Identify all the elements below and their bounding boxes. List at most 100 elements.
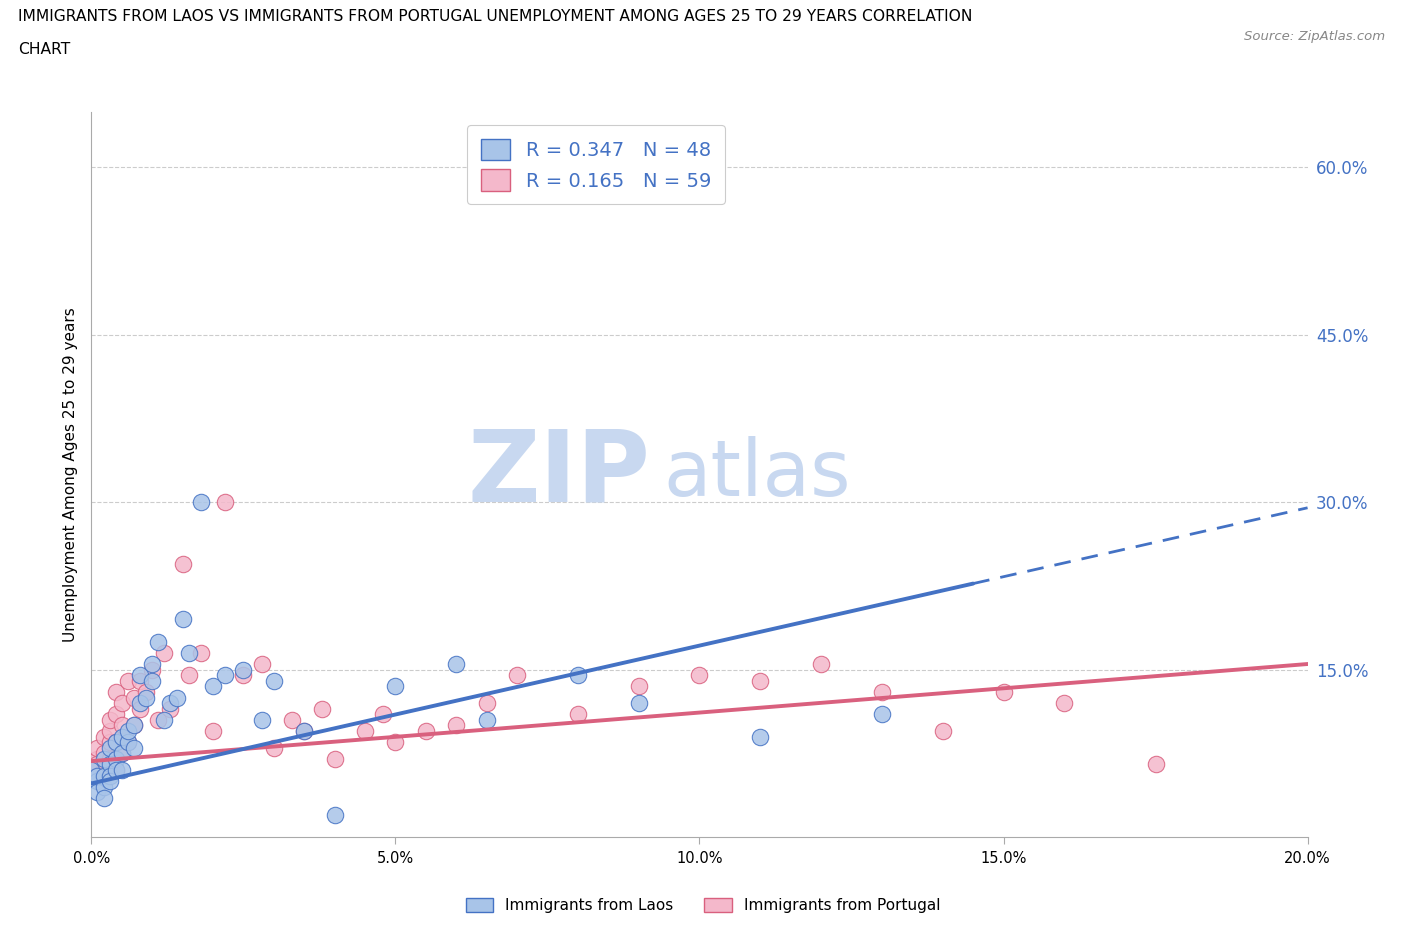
Point [232, 668, 254, 683]
Legend: R = 0.347   N = 48, R = 0.165   N = 59: R = 0.347 N = 48, R = 0.165 N = 59 [467, 125, 724, 205]
Point [159, 696, 181, 711]
Point [323, 807, 346, 822]
Point [93, 768, 115, 783]
Point [86, 785, 108, 800]
Point [810, 657, 832, 671]
Point [111, 763, 134, 777]
Point [98, 774, 121, 789]
Point [135, 684, 157, 699]
Point [373, 707, 395, 722]
Point [117, 735, 139, 750]
Point [214, 495, 236, 510]
Point [122, 690, 145, 705]
Point [444, 657, 467, 671]
Point [148, 634, 170, 649]
Point [323, 751, 346, 766]
Point [93, 729, 115, 744]
Point [384, 735, 406, 750]
Point [384, 679, 406, 694]
Legend: Immigrants from Laos, Immigrants from Portugal: Immigrants from Laos, Immigrants from Po… [460, 892, 946, 920]
Point [263, 740, 285, 755]
Point [98, 768, 121, 783]
Point [129, 701, 152, 716]
Point [104, 707, 127, 722]
Point [93, 790, 115, 805]
Point [86, 774, 108, 789]
Point [86, 768, 108, 783]
Point [141, 662, 163, 677]
Point [1144, 757, 1167, 772]
Point [98, 757, 121, 772]
Point [98, 712, 121, 727]
Point [98, 735, 121, 750]
Point [93, 763, 115, 777]
Y-axis label: Unemployment Among Ages 25 to 29 years: Unemployment Among Ages 25 to 29 years [62, 307, 77, 642]
Point [567, 707, 589, 722]
Point [98, 724, 121, 738]
Point [93, 751, 115, 766]
Point [104, 735, 127, 750]
Point [177, 645, 200, 660]
Point [232, 662, 254, 677]
Point [166, 690, 188, 705]
Point [214, 668, 236, 683]
Point [93, 746, 115, 761]
Point [627, 679, 650, 694]
Point [86, 768, 108, 783]
Point [141, 673, 163, 688]
Point [122, 718, 145, 733]
Point [172, 612, 194, 627]
Point [250, 657, 273, 671]
Point [129, 668, 152, 683]
Point [129, 696, 152, 711]
Point [202, 724, 225, 738]
Point [129, 673, 152, 688]
Point [172, 556, 194, 571]
Point [86, 757, 108, 772]
Point [153, 712, 176, 727]
Text: IMMIGRANTS FROM LAOS VS IMMIGRANTS FROM PORTUGAL UNEMPLOYMENT AMONG AGES 25 TO 2: IMMIGRANTS FROM LAOS VS IMMIGRANTS FROM … [18, 9, 973, 24]
Point [177, 668, 200, 683]
Point [111, 718, 134, 733]
Point [567, 668, 589, 683]
Text: CHART: CHART [18, 42, 70, 57]
Point [141, 657, 163, 671]
Point [98, 740, 121, 755]
Point [993, 684, 1015, 699]
Point [475, 696, 498, 711]
Point [117, 673, 139, 688]
Point [627, 696, 650, 711]
Point [98, 751, 121, 766]
Point [202, 679, 225, 694]
Point [415, 724, 437, 738]
Point [263, 673, 285, 688]
Point [190, 645, 212, 660]
Point [111, 729, 134, 744]
Point [135, 690, 157, 705]
Point [111, 746, 134, 761]
Point [104, 751, 127, 766]
Point [111, 746, 134, 761]
Point [292, 724, 315, 738]
Text: Source: ZipAtlas.com: Source: ZipAtlas.com [1244, 30, 1385, 43]
Point [159, 701, 181, 716]
Point [104, 684, 127, 699]
Point [281, 712, 304, 727]
Point [292, 724, 315, 738]
Point [148, 712, 170, 727]
Point [117, 724, 139, 738]
Point [506, 668, 529, 683]
Point [688, 668, 710, 683]
Point [93, 779, 115, 794]
Point [122, 718, 145, 733]
Point [931, 724, 953, 738]
Point [153, 645, 176, 660]
Point [250, 712, 273, 727]
Point [444, 718, 467, 733]
Point [870, 684, 893, 699]
Point [80, 763, 103, 777]
Point [86, 751, 108, 766]
Text: ZIP: ZIP [468, 426, 651, 523]
Point [86, 740, 108, 755]
Point [104, 735, 127, 750]
